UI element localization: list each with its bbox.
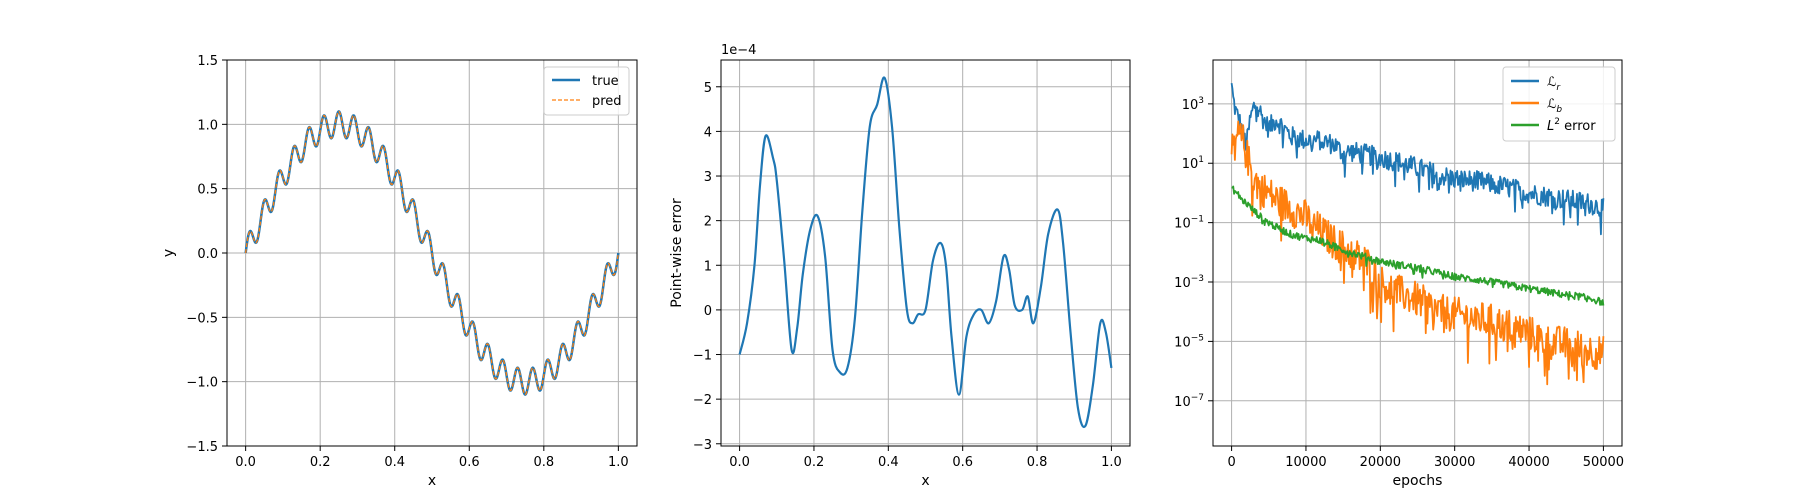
y-tick-base: 10 xyxy=(1174,395,1191,410)
y-tick-exponent: −5 xyxy=(1191,333,1204,343)
loss-r-line xyxy=(1230,82,1605,236)
legend-pred-label: pred xyxy=(592,94,622,109)
y-tick-label: 5 xyxy=(704,81,712,96)
y-tick-base: 10 xyxy=(1174,276,1191,291)
x-axis-label: epochs xyxy=(1393,473,1443,489)
chart-2: 0.0 0.2 0.4 0.6 0.8 1.0 −3 −2 −1 0 1 2 3 4 5 x Point-wis… xyxy=(669,43,1131,489)
x-tick-label: 0.2 xyxy=(310,455,331,470)
y-tick-label: 10−1 xyxy=(1174,215,1204,232)
error-line xyxy=(738,76,1113,428)
legend-subscript: r xyxy=(1556,83,1561,93)
x-tick-label: 10000 xyxy=(1285,455,1326,470)
x-tick-label: 0.2 xyxy=(804,455,825,470)
y-axis-label: Point-wise error xyxy=(669,198,685,308)
y-tick-label: −3 xyxy=(693,438,712,453)
legend-label-2: ℒb xyxy=(1547,97,1562,115)
x-tick-label: 20000 xyxy=(1360,455,1401,470)
x-tick-label: 0.6 xyxy=(952,455,973,470)
y-tick-exponent: −3 xyxy=(1191,274,1204,284)
y-tick-label: 10−7 xyxy=(1174,393,1204,410)
y-tick-label: 0.5 xyxy=(197,183,218,198)
loss-b-line xyxy=(1230,120,1605,386)
y-tick-label: 1.0 xyxy=(197,118,218,133)
legend-label-3: L2 error xyxy=(1547,117,1596,134)
legend-symbol: ℒ xyxy=(1547,75,1556,90)
y-tick-label: 3 xyxy=(704,170,712,185)
y-tick-label: −1.0 xyxy=(186,376,218,391)
x-axis-label: x xyxy=(428,473,436,489)
x-tick-label: 40000 xyxy=(1508,455,1549,470)
chart-1: 0.0 0.2 0.4 0.6 0.8 1.0 −1.5 −1.0 −0.5 0.0 0.5 1.0 1… xyxy=(161,54,638,489)
x-tick-label: 50000 xyxy=(1583,455,1624,470)
y-tick-label: 103 xyxy=(1182,96,1204,113)
axes-frame xyxy=(720,59,1131,447)
y-tick-base: 10 xyxy=(1182,157,1199,172)
legend-true-label: true xyxy=(592,74,619,89)
y-tick-label: 10−5 xyxy=(1174,333,1204,350)
legend-label-1: ℒr xyxy=(1547,75,1561,93)
legend-superscript: 2 xyxy=(1554,117,1560,127)
legend-symbol: ℒ xyxy=(1547,97,1556,112)
y-tick-label: 0 xyxy=(704,304,712,319)
y-tick-exponent: −1 xyxy=(1191,215,1204,225)
x-tick-label: 1.0 xyxy=(1101,455,1122,470)
series-pred-line xyxy=(244,110,620,396)
l2-error-line xyxy=(1231,185,1605,306)
legend: true pred xyxy=(543,66,630,116)
axes-frame xyxy=(1212,59,1623,447)
x-tick-label: 30000 xyxy=(1434,455,1475,470)
legend-symbol: L xyxy=(1547,119,1554,134)
y-tick-label: −2 xyxy=(693,393,712,408)
chart-3: 0 10000 20000 30000 40000 5000010−710−510−310… xyxy=(1174,59,1624,489)
y-tick-base: 10 xyxy=(1174,217,1191,232)
y-tick-exponent: 1 xyxy=(1198,155,1204,165)
x-tick-label: 0.0 xyxy=(729,455,750,470)
x-tick-label: 1.0 xyxy=(608,455,629,470)
x-tick-label: 0.8 xyxy=(533,455,554,470)
x-tick-label: 0.6 xyxy=(459,455,480,470)
y-tick-label: −0.5 xyxy=(186,311,218,326)
y-tick-label: 2 xyxy=(704,215,712,230)
y-tick-exponent: 3 xyxy=(1198,96,1204,106)
y-tick-label: 4 xyxy=(704,125,712,140)
y-tick-label: 0.0 xyxy=(197,247,218,262)
y-tick-label: 1 xyxy=(704,259,712,274)
x-tick-label: 0.4 xyxy=(384,455,405,470)
legend-subscript: b xyxy=(1556,105,1562,115)
y-tick-label: 10−3 xyxy=(1174,274,1204,291)
y-tick-base: 10 xyxy=(1174,335,1191,350)
y-tick-label: 1.5 xyxy=(197,54,218,69)
y-scale-label: 1e−4 xyxy=(721,43,756,58)
y-tick-base: 10 xyxy=(1182,98,1199,113)
y-tick-label: −1.5 xyxy=(186,440,218,455)
y-tick-label: −1 xyxy=(693,349,712,364)
x-tick-label: 0 xyxy=(1227,455,1235,470)
x-tick-label: 0.8 xyxy=(1027,455,1048,470)
x-axis-label: x xyxy=(921,473,929,489)
y-tick-exponent: −7 xyxy=(1191,393,1204,403)
legend-box xyxy=(1502,66,1616,142)
legend-suffix: error xyxy=(1560,119,1596,134)
x-tick-label: 0.4 xyxy=(878,455,899,470)
x-tick-label: 0.0 xyxy=(235,455,256,470)
y-tick-label: 101 xyxy=(1182,155,1204,172)
y-axis-label: y xyxy=(161,249,177,257)
